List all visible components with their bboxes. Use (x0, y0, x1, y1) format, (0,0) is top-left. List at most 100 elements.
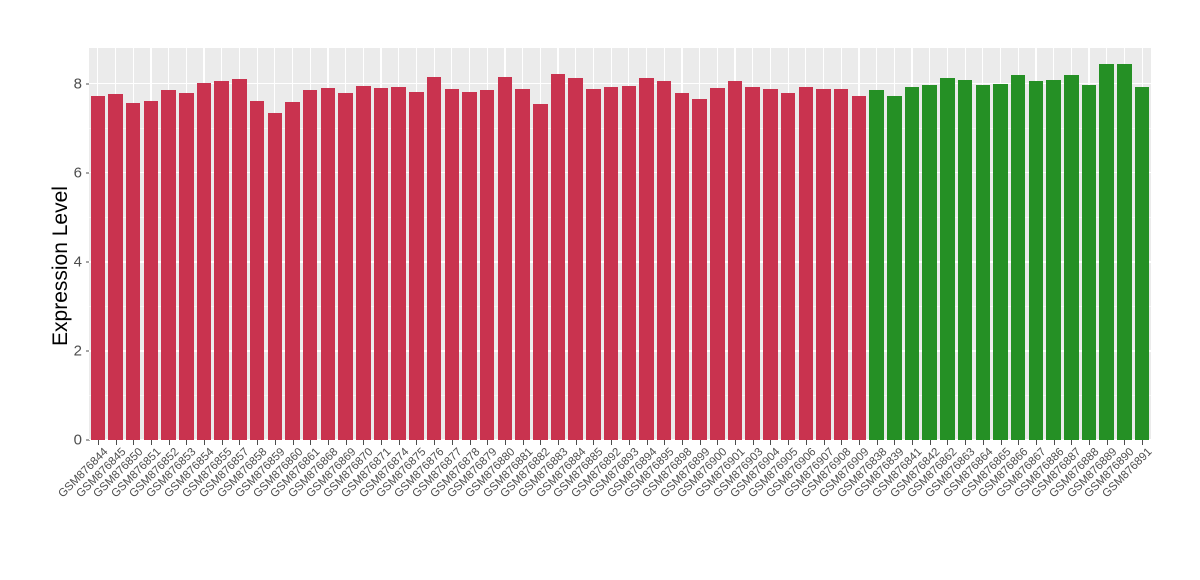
bar[interactable] (621, 85, 637, 440)
x-tick-mark (133, 440, 135, 445)
bar[interactable] (444, 88, 460, 440)
bar[interactable] (1064, 75, 1079, 440)
gridline-minor (89, 395, 1151, 396)
x-tick-mark (1089, 440, 1091, 445)
bar[interactable] (710, 88, 725, 440)
y-tick-mark (86, 83, 90, 85)
x-tick-mark (664, 440, 666, 445)
x-tick-mark (876, 440, 878, 445)
bar[interactable] (1117, 64, 1132, 440)
bar[interactable] (1099, 63, 1114, 440)
x-tick-mark (434, 440, 436, 445)
x-tick-mark (947, 440, 949, 445)
x-tick-mark (221, 440, 223, 445)
bar[interactable] (692, 98, 707, 440)
bar[interactable] (763, 88, 778, 440)
bar[interactable] (833, 88, 849, 440)
x-tick-mark (97, 440, 99, 445)
x-tick-mark (982, 440, 984, 445)
x-tick-mark (558, 440, 560, 445)
bar[interactable] (674, 93, 690, 440)
x-tick-mark (1035, 440, 1037, 445)
bar[interactable] (125, 103, 141, 440)
bar[interactable] (267, 113, 283, 440)
bar[interactable] (957, 80, 973, 440)
bar[interactable] (462, 91, 477, 440)
bar[interactable] (479, 89, 495, 440)
x-tick-mark (540, 440, 542, 445)
bar[interactable] (869, 89, 884, 440)
bar[interactable] (249, 100, 265, 440)
x-tick-mark (823, 440, 825, 445)
x-tick-mark (1124, 440, 1126, 445)
bar[interactable] (320, 88, 336, 440)
bar[interactable] (161, 90, 176, 440)
bar[interactable] (409, 91, 424, 440)
bar[interactable] (993, 83, 1008, 440)
bar[interactable] (515, 88, 530, 440)
bar[interactable] (373, 88, 389, 440)
bar[interactable] (550, 73, 566, 440)
bar[interactable] (975, 85, 991, 440)
x-tick-mark (487, 440, 489, 445)
x-tick-mark (965, 440, 967, 445)
bar[interactable] (780, 93, 796, 440)
x-tick-mark (150, 440, 152, 445)
bar[interactable] (586, 88, 601, 440)
bar[interactable] (497, 77, 513, 440)
gridline-minor (89, 127, 1151, 129)
y-tick-mark (86, 172, 90, 174)
bar[interactable] (302, 90, 318, 440)
bar[interactable] (214, 81, 229, 440)
bar[interactable] (887, 95, 902, 440)
bar[interactable] (656, 81, 672, 440)
bar-series (89, 48, 1151, 440)
x-tick-mark (1142, 440, 1144, 445)
bar[interactable] (568, 77, 583, 440)
x-axis-labels: GSM876844 GSM876845 GSM876850 GSM876851 GSM8… (56, 446, 1154, 566)
bar[interactable] (232, 79, 247, 440)
bar[interactable] (727, 81, 743, 440)
x-tick-mark (239, 440, 241, 445)
bar[interactable] (603, 86, 619, 440)
x-tick-mark (257, 440, 259, 445)
x-tick-mark (363, 440, 365, 445)
bar[interactable] (285, 102, 300, 440)
x-tick-mark (894, 440, 896, 445)
x-tick-mark (469, 440, 471, 445)
x-axis-ticks (89, 440, 1151, 446)
bar[interactable] (338, 93, 353, 440)
bar[interactable] (1046, 80, 1061, 440)
bar[interactable] (851, 96, 867, 440)
bar[interactable] (1081, 84, 1097, 440)
y-tick-label: 0 (73, 431, 82, 449)
bar[interactable] (108, 94, 123, 440)
bar[interactable] (1028, 81, 1044, 440)
x-tick-mark (186, 440, 188, 445)
x-tick-mark (1053, 440, 1055, 445)
bar[interactable] (639, 78, 654, 440)
bar[interactable] (196, 82, 212, 440)
bar[interactable] (940, 78, 955, 440)
x-tick-mark (522, 440, 524, 445)
bar[interactable] (745, 87, 760, 440)
bar[interactable] (1134, 86, 1150, 440)
bar[interactable] (1010, 74, 1026, 440)
y-tick-label: 6 (73, 164, 82, 182)
bar[interactable] (143, 100, 159, 440)
gridline-major (89, 350, 1151, 352)
bar[interactable] (391, 87, 406, 440)
bar[interactable] (904, 86, 920, 440)
bar[interactable] (798, 87, 814, 440)
bar[interactable] (356, 85, 371, 440)
bar[interactable] (922, 84, 937, 440)
bar[interactable] (179, 92, 194, 440)
bar[interactable] (816, 89, 831, 440)
x-tick-mark (788, 440, 790, 445)
bar[interactable] (426, 76, 442, 440)
y-tick-mark (86, 439, 90, 441)
bar[interactable] (90, 96, 106, 440)
x-tick-mark (681, 440, 683, 445)
bar[interactable] (533, 104, 548, 440)
